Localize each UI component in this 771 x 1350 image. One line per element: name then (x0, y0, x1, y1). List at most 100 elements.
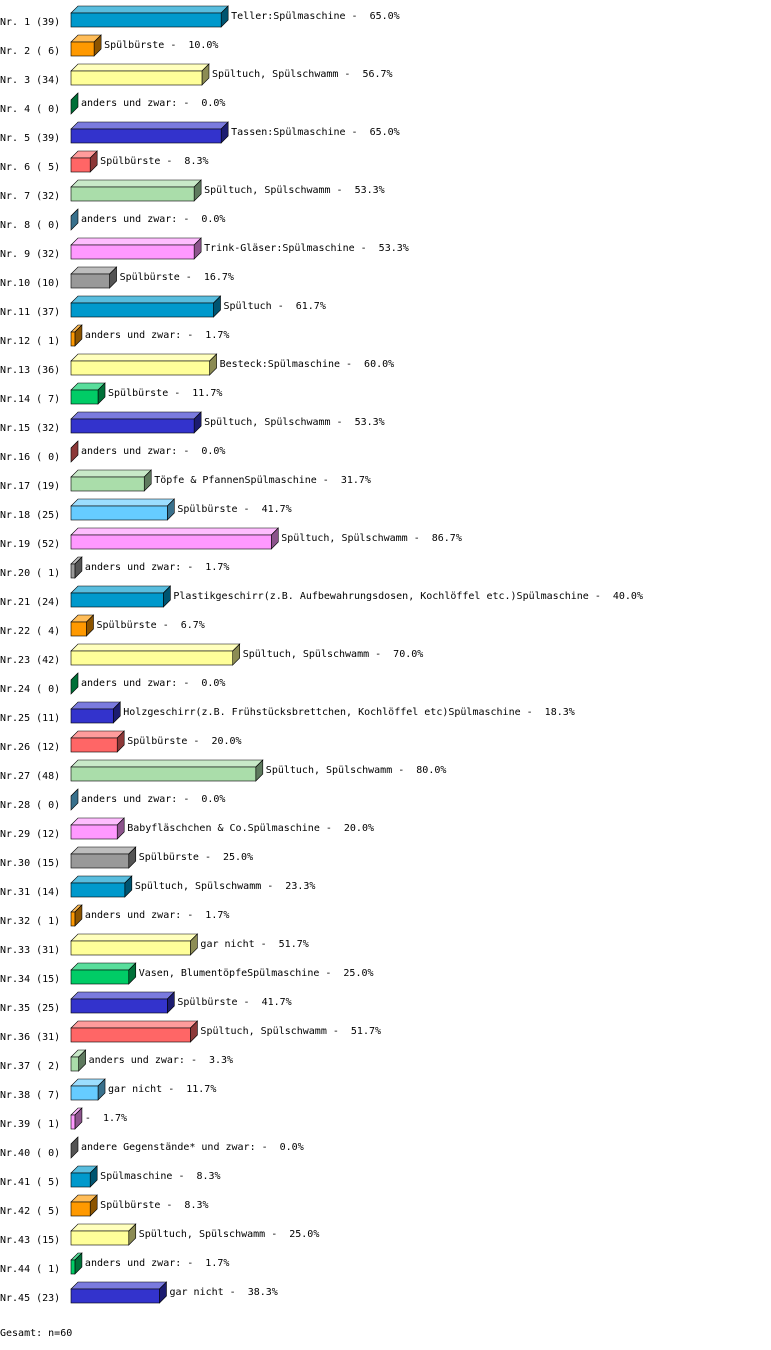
bar-label: anders und zwar: - 3.3% (89, 1055, 233, 1066)
value-label: 20.0% (344, 823, 374, 834)
value-label: 11.7% (186, 1084, 216, 1095)
bar-front (70, 766, 257, 782)
bar-text: Spültuch, Spülschwamm - (204, 417, 342, 428)
value-label: 1.7% (103, 1113, 127, 1124)
row-label: Nr. 4 ( 0) (0, 104, 60, 115)
row-label: Nr.26 (12) (0, 742, 60, 753)
bar-text: gar nicht - (169, 1287, 235, 1298)
value-label: 0.0% (201, 446, 225, 457)
bar (70, 121, 229, 144)
bar (70, 875, 133, 898)
bar-front (70, 1172, 91, 1188)
row-label: Nr.27 (48) (0, 771, 60, 782)
value-label: 0.0% (201, 678, 225, 689)
bar (70, 63, 210, 86)
value-label: 80.0% (416, 765, 446, 776)
bar (70, 933, 199, 956)
bar-label: Trink-Gläser:Spülmaschine - 53.3% (204, 243, 409, 254)
bar-label: gar nicht - 51.7% (200, 939, 308, 950)
bar-top (70, 5, 229, 14)
bar-text: Spülbürste - (100, 156, 172, 167)
row-label: Nr.20 ( 1) (0, 568, 60, 579)
bar (70, 469, 152, 492)
bar-label: Vasen, BlumentöpfeSpülmaschine - 25.0% (139, 968, 374, 979)
bar-front (70, 621, 87, 637)
bar-front (70, 331, 76, 347)
value-label: 61.7% (296, 301, 326, 312)
bar-front (70, 273, 110, 289)
bar-top (70, 875, 133, 884)
bar (70, 991, 176, 1014)
value-label: 8.3% (184, 156, 208, 167)
bar-top (70, 179, 202, 188)
row-label: Nr. 9 (32) (0, 249, 60, 260)
bar-text: Spültuch, Spülschwamm - (266, 765, 404, 776)
bar-label: Spülbürste - 8.3% (100, 156, 208, 167)
value-label: 60.0% (364, 359, 394, 370)
bar-text: Spülbürste - (120, 272, 192, 283)
bar-label: Spültuch, Spülschwamm - 53.3% (204, 417, 385, 428)
row-label: Nr.17 (19) (0, 481, 60, 492)
bar-front (70, 911, 76, 927)
bar-text: Vasen, BlumentöpfeSpülmaschine - (139, 968, 332, 979)
bar-top (70, 411, 202, 420)
bar-front (70, 940, 191, 956)
bar-label: Teller:Spülmaschine - 65.0% (231, 11, 400, 22)
bar (70, 788, 79, 811)
row-label: Nr.25 (11) (0, 713, 60, 724)
bar-text: Babyfläschchen & Co.Spülmaschine - (127, 823, 332, 834)
row-label: Nr. 8 ( 0) (0, 220, 60, 231)
row-label: Nr.12 ( 1) (0, 336, 60, 347)
value-label: 56.7% (362, 69, 392, 80)
bar-label: Tassen:Spülmaschine - 65.0% (231, 127, 400, 138)
bar-text: anders und zwar: - (85, 330, 193, 341)
row-label: Nr.11 (37) (0, 307, 60, 318)
bar (70, 1194, 98, 1217)
row-label: Nr.44 ( 1) (0, 1264, 60, 1275)
bar-label: anders und zwar: - 1.7% (85, 910, 229, 921)
bar-front (70, 534, 272, 550)
bar-front (70, 70, 203, 86)
bar-label: anders und zwar: - 0.0% (81, 98, 225, 109)
bar (70, 1020, 199, 1043)
bar-text: anders und zwar: - (81, 98, 189, 109)
bar (70, 498, 176, 521)
bar (70, 1107, 83, 1130)
value-label: 53.3% (379, 243, 409, 254)
bar-front (70, 476, 145, 492)
row-label: Nr. 6 ( 5) (0, 162, 60, 173)
bar-text: Spülbürste - (177, 997, 249, 1008)
bar-front (70, 1259, 76, 1275)
row-label: Nr.23 (42) (0, 655, 60, 666)
bar-label: Spülbürste - 25.0% (139, 852, 253, 863)
bar-side (70, 92, 79, 115)
bar-text: Spülbürste - (139, 852, 211, 863)
value-label: 70.0% (393, 649, 423, 660)
bar-label: Spültuch, Spülschwamm - 53.3% (204, 185, 385, 196)
bar-label: Spültuch, Spülschwamm - 70.0% (243, 649, 424, 660)
bar-front (70, 853, 130, 869)
bar (70, 1136, 79, 1159)
bar (70, 643, 241, 666)
bar-label: Spülbürste - 10.0% (104, 40, 218, 51)
value-label: 65.0% (370, 127, 400, 138)
bar-side (70, 672, 79, 695)
bar-front (70, 882, 126, 898)
bar (70, 208, 79, 231)
bar-top (70, 933, 199, 942)
bar (70, 1281, 168, 1304)
bar-text: Spülbürste - (127, 736, 199, 747)
row-label: Nr.39 ( 1) (0, 1119, 60, 1130)
bar (70, 179, 202, 202)
bar-label: anders und zwar: - 0.0% (81, 794, 225, 805)
value-label: 10.0% (188, 40, 218, 51)
value-label: 0.0% (201, 794, 225, 805)
bar-top (70, 817, 125, 826)
row-label: Nr.21 (24) (0, 597, 60, 608)
value-label: 3.3% (209, 1055, 233, 1066)
bar (70, 614, 95, 637)
bar-top (70, 498, 176, 507)
bar-text: Spülbürste - (100, 1200, 172, 1211)
row-label: Nr.45 (23) (0, 1293, 60, 1304)
